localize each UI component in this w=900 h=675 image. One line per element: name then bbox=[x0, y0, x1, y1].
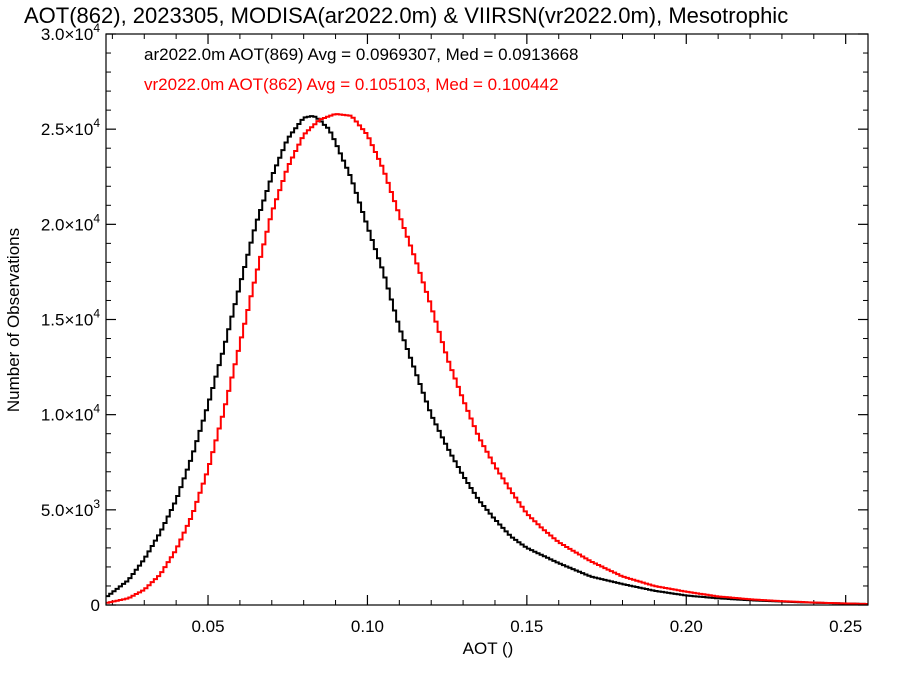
y-tick-exponent: 4 bbox=[93, 307, 100, 321]
y-tick-mantissa: 2.5×10 bbox=[41, 120, 93, 139]
y-tick-label: 0 bbox=[91, 596, 100, 615]
y-tick-mantissa: 1.5×10 bbox=[41, 311, 93, 330]
y-tick-label: 3.0×104 bbox=[41, 21, 100, 44]
x-tick-label: 0.25 bbox=[829, 617, 862, 636]
y-tick-label: 5.0×103 bbox=[41, 497, 100, 520]
plot-frame bbox=[105, 33, 869, 606]
y-tick-mantissa: 2.0×10 bbox=[41, 215, 93, 234]
x-tick-label: 0.05 bbox=[191, 617, 224, 636]
y-tick-mantissa: 1.0×10 bbox=[41, 406, 93, 425]
y-tick-label: 1.5×104 bbox=[41, 307, 100, 330]
y-tick-exponent: 3 bbox=[93, 497, 100, 511]
x-axis-label: AOT () bbox=[463, 639, 514, 658]
y-tick-mantissa: 5.0×10 bbox=[41, 501, 93, 520]
x-tick-label: 0.15 bbox=[510, 617, 543, 636]
y-tick-mantissa: 0 bbox=[91, 596, 100, 615]
legend: ar2022.0m AOT(869) Avg = 0.0969307, Med … bbox=[144, 45, 578, 94]
y-axis-label: Number of Observations bbox=[4, 228, 23, 412]
chart-title: AOT(862), 2023305, MODISA(ar2022.0m) & V… bbox=[24, 3, 788, 28]
y-tick-exponent: 4 bbox=[93, 116, 100, 130]
y-tick-label: 1.0×104 bbox=[41, 402, 100, 425]
axis-ticks: 0.05 0.10 0.15 0.20 0.2505.0×1031.0×1041.5×1… bbox=[41, 21, 868, 636]
x-tick-label: 0.20 bbox=[670, 617, 703, 636]
y-tick-label: 2.5×104 bbox=[41, 116, 100, 139]
series-layer bbox=[106, 113, 868, 606]
y-tick-exponent: 4 bbox=[93, 211, 100, 225]
series-2-line bbox=[106, 113, 868, 606]
legend-entry-1: ar2022.0m AOT(869) Avg = 0.0969307, Med … bbox=[144, 45, 578, 64]
y-tick-exponent: 4 bbox=[93, 21, 100, 35]
y-tick-label: 2.0×104 bbox=[41, 211, 100, 234]
y-tick-mantissa: 3.0×10 bbox=[41, 25, 93, 44]
legend-entry-2: vr2022.0m AOT(862) Avg = 0.105103, Med =… bbox=[144, 75, 559, 94]
x-tick-label: 0.10 bbox=[351, 617, 384, 636]
series-1-line bbox=[106, 115, 868, 606]
y-tick-exponent: 4 bbox=[93, 402, 100, 416]
